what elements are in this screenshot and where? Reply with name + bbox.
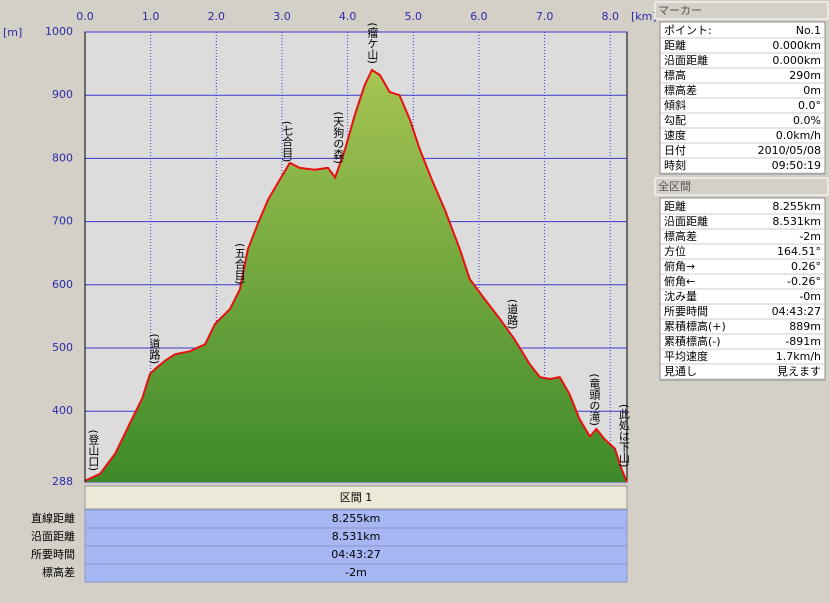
section-label: 所要時間 <box>31 548 75 561</box>
panel-label: 見通し <box>664 365 697 378</box>
panel-label: 所要時間 <box>664 305 708 318</box>
annotation: (竜頭の滝) <box>588 373 601 426</box>
x-unit: [km] <box>631 10 657 23</box>
panel-value: 0.26° <box>791 260 821 273</box>
x-tick-label: 1.0 <box>142 10 160 23</box>
panel-label: 標高差 <box>664 229 697 243</box>
panel-label: 標高差 <box>664 83 697 97</box>
area-fill <box>85 69 627 482</box>
panel-value: 0.0km/h <box>776 129 821 142</box>
x-tick-label: 7.0 <box>536 10 554 23</box>
panel-value: 09:50:19 <box>772 159 821 172</box>
section-value: 8.531km <box>332 530 381 543</box>
panel-label: ポイント: <box>664 24 712 37</box>
y-tick-label: 500 <box>52 341 73 354</box>
x-tick-label: 6.0 <box>470 10 488 23</box>
section-value: -2m <box>345 566 367 579</box>
panel-header <box>654 1 829 20</box>
annotation: (五合目) <box>233 243 246 285</box>
section-row <box>84 563 628 583</box>
x-tick-label: 5.0 <box>405 10 423 23</box>
panel-value: 見えます <box>777 365 821 378</box>
x-tick-label: 3.0 <box>273 10 291 23</box>
y-tick-label: 1000 <box>45 25 73 38</box>
panel-label: 傾斜 <box>664 98 686 112</box>
panel-value: No.1 <box>796 24 821 37</box>
x-tick-label: 4.0 <box>339 10 357 23</box>
profile-line <box>84 68 628 483</box>
section-value: 04:43:27 <box>331 548 380 561</box>
panel-value: 0.000km <box>772 54 821 67</box>
panel-label: 日付 <box>664 144 686 157</box>
section-title: 区間 1 <box>340 491 373 504</box>
section-value: 8.255km <box>332 512 381 525</box>
panel-title: 全区間 <box>658 179 691 193</box>
x-tick-label: 0.0 <box>76 10 94 23</box>
panel-value: 8.255km <box>772 200 821 213</box>
y-tick-label: 900 <box>52 88 73 101</box>
section-label: 沿面距離 <box>31 529 75 543</box>
panel-title: マーカー <box>658 4 702 17</box>
annotation: (天狗の森) <box>332 111 345 164</box>
panel-label: 距離 <box>664 38 686 52</box>
panel-label: 沈み量 <box>664 289 697 303</box>
x-tick-label: 2.0 <box>208 10 226 23</box>
panel-value: 0m <box>803 84 821 97</box>
panel-header <box>654 177 829 196</box>
panel-value: 164.51° <box>777 245 821 258</box>
panel-value: -2m <box>799 230 821 243</box>
panel-label: 俯角← <box>664 274 695 288</box>
y-tick-label: 288 <box>52 475 73 488</box>
y-tick-label: 600 <box>52 278 73 291</box>
annotation: (道路) <box>506 299 519 330</box>
annotation: (道路) <box>148 334 161 365</box>
y-unit: [m] <box>3 26 22 39</box>
panel-label: 沿面距離 <box>664 214 708 228</box>
panel-value: 0.000km <box>772 39 821 52</box>
panel-label: 累積標高(+) <box>664 319 726 333</box>
panel-label: 平均速度 <box>664 349 708 363</box>
panel-label: 方位 <box>664 244 686 258</box>
panel-label: 勾配 <box>664 114 686 127</box>
section-label: 直線距離 <box>31 511 75 525</box>
panel-value: 290m <box>789 69 821 82</box>
panel-value: 0.0° <box>798 99 821 112</box>
panel-label: 速度 <box>664 128 686 142</box>
section-label: 標高差 <box>42 565 75 579</box>
section-header <box>84 485 628 510</box>
panel-value: -891m <box>785 335 821 348</box>
panel-value: 0.0% <box>793 114 821 127</box>
panel-value: 1.7km/h <box>776 350 821 363</box>
panel-label: 距離 <box>664 199 686 213</box>
annotation: (瘤ケ山) <box>366 22 379 64</box>
panel-value: 04:43:27 <box>772 305 821 318</box>
annotation: (此処は下山) <box>617 404 630 468</box>
panel-value: 889m <box>789 320 821 333</box>
y-tick-label: 400 <box>52 404 73 417</box>
y-tick-label: 700 <box>52 215 73 228</box>
panel-value: 8.531km <box>772 215 821 228</box>
y-tick-label: 800 <box>52 151 73 164</box>
panel-value: -0.26° <box>787 275 821 288</box>
panel-label: 俯角→ <box>664 259 695 273</box>
panel-value: 2010/05/08 <box>758 144 821 157</box>
panel-label: 沿面距離 <box>664 53 708 67</box>
panel-label: 累積標高(-) <box>664 334 721 348</box>
panel-label: 標高 <box>664 68 686 82</box>
x-tick-label: 8.0 <box>602 10 620 23</box>
panel-label: 時刻 <box>664 158 686 172</box>
panel-value: -0m <box>799 290 821 303</box>
annotation: (登山口) <box>87 430 100 472</box>
annotation: (七合目) <box>281 121 294 163</box>
